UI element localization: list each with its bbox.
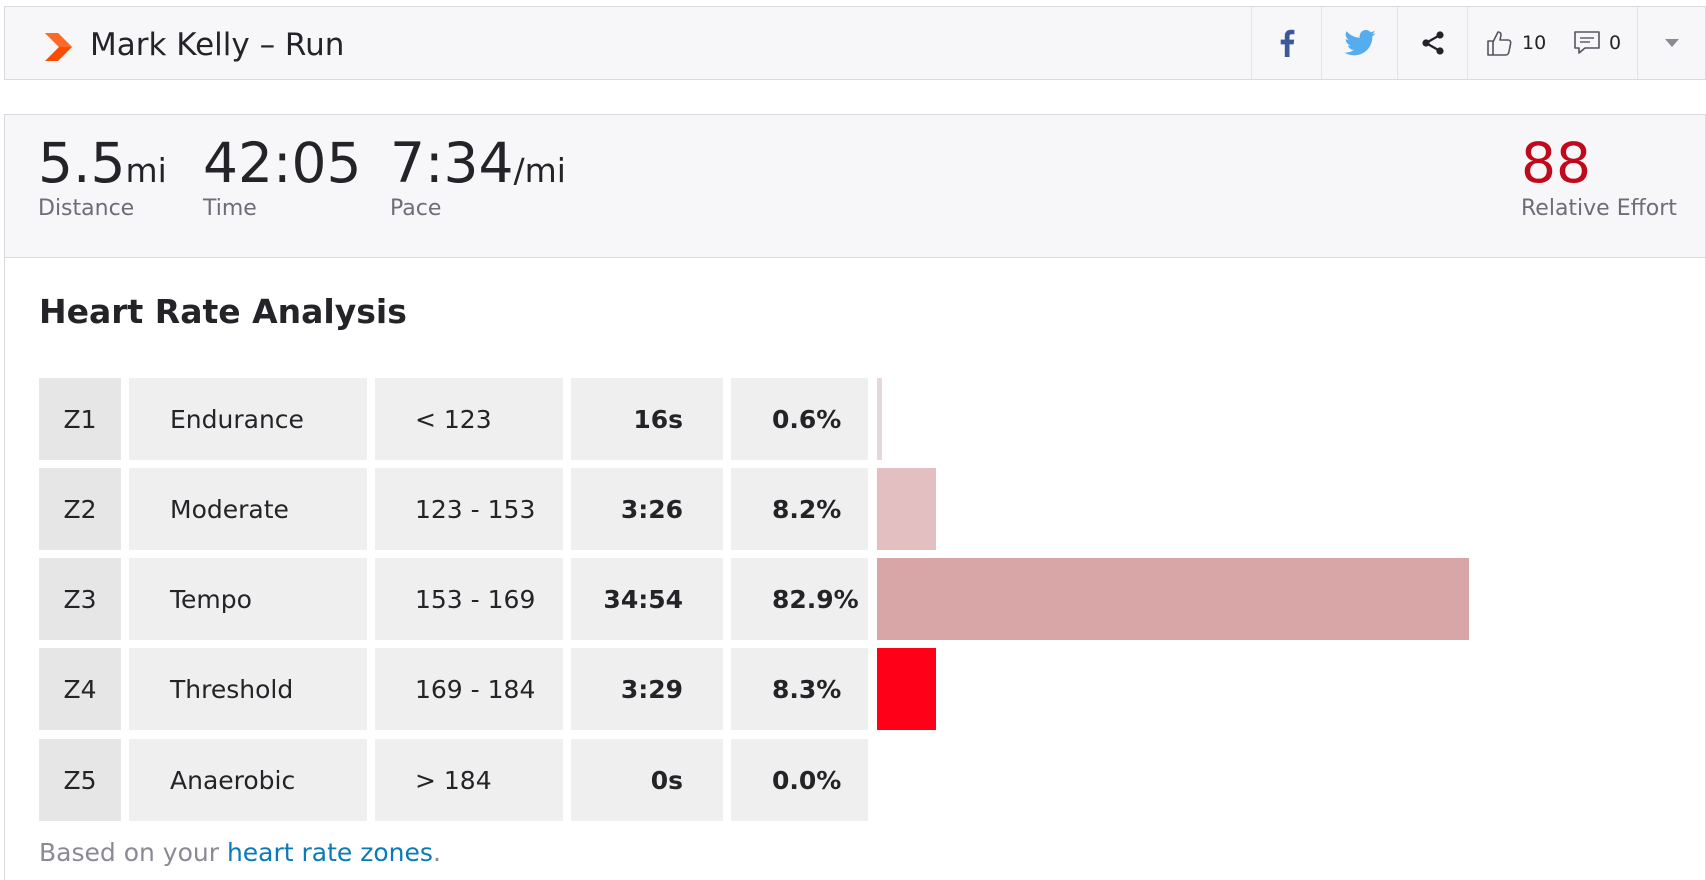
- pace-value: 7:34: [390, 131, 514, 195]
- zone-range: 123 - 153: [375, 468, 563, 550]
- thumbs-up-icon: [1487, 31, 1512, 56]
- kudos-button[interactable]: 10: [1467, 7, 1561, 79]
- zone-range: 169 - 184: [375, 648, 563, 730]
- zone-name: Endurance: [129, 378, 367, 460]
- zone-time: 34:54: [571, 558, 723, 640]
- pace-unit: /mi: [513, 151, 566, 190]
- time-value: 42:05: [203, 131, 362, 195]
- activity-stats: 5.5mi Distance 42:05 Time 7:34/mi Pace 8…: [4, 114, 1706, 258]
- distance-value: 5.5: [38, 131, 126, 195]
- comment-button[interactable]: 0: [1561, 7, 1637, 79]
- zones-footnote: Based on your heart rate zones.: [39, 838, 441, 867]
- section-title: Heart Rate Analysis: [39, 292, 407, 331]
- kudos-count: 10: [1522, 32, 1547, 54]
- zone-id: Z2: [39, 468, 121, 550]
- zone-bar: [877, 378, 882, 460]
- relative-effort-stat[interactable]: 88 Relative Effort: [1521, 133, 1677, 221]
- share-button[interactable]: [1397, 7, 1467, 79]
- pace-stat: 7:34/mi Pace: [390, 133, 566, 221]
- footnote-prefix: Based on your: [39, 838, 227, 867]
- header-actions: 10 0: [1251, 7, 1705, 79]
- distance-label: Distance: [38, 195, 135, 221]
- zone-id: Z5: [39, 739, 121, 821]
- facebook-share-button[interactable]: [1251, 7, 1321, 79]
- zone-range: < 123: [375, 378, 563, 460]
- zone-id: Z3: [39, 558, 121, 640]
- zone-percent: 8.3%: [731, 648, 868, 730]
- zone-time: 3:26: [571, 468, 723, 550]
- time-label: Time: [203, 195, 257, 221]
- zone-name: Anaerobic: [129, 739, 367, 821]
- zone-range: > 184: [375, 739, 563, 821]
- heart-rate-analysis-card: Heart Rate Analysis Z1 Endurance < 123 1…: [4, 258, 1706, 880]
- share-icon: [1421, 31, 1444, 55]
- zone-name: Threshold: [129, 648, 367, 730]
- distance-stat: 5.5mi Distance: [38, 133, 167, 221]
- zone-id: Z1: [39, 378, 121, 460]
- pace-label: Pace: [390, 195, 442, 221]
- zone-row-z4: Z4 Threshold 169 - 184 3:29 8.3%: [39, 648, 1639, 730]
- distance-unit: mi: [125, 151, 167, 190]
- zone-bar: [877, 558, 1469, 640]
- twitter-icon: [1343, 30, 1376, 56]
- comment-icon: [1574, 31, 1600, 54]
- zone-name: Moderate: [129, 468, 367, 550]
- zone-row-z2: Z2 Moderate 123 - 153 3:26 8.2%: [39, 468, 1639, 550]
- comment-count: 0: [1609, 32, 1622, 54]
- strava-chevron-logo: [45, 33, 72, 61]
- zone-percent: 82.9%: [731, 558, 868, 640]
- zone-name: Tempo: [129, 558, 367, 640]
- facebook-icon: [1280, 29, 1294, 57]
- zone-row-z3: Z3 Tempo 153 - 169 34:54 82.9%: [39, 558, 1639, 640]
- zone-percent: 0.6%: [731, 378, 868, 460]
- zone-row-z1: Z1 Endurance < 123 16s 0.6%: [39, 378, 1639, 460]
- relative-effort-value: 88: [1521, 131, 1591, 195]
- zone-percent: 8.2%: [731, 468, 868, 550]
- relative-effort-label: Relative Effort: [1521, 195, 1677, 221]
- zone-range: 153 - 169: [375, 558, 563, 640]
- caret-down-icon: [1664, 39, 1679, 47]
- zone-time: 16s: [571, 378, 723, 460]
- time-stat: 42:05 Time: [203, 133, 362, 221]
- zone-bar: [877, 648, 936, 730]
- zone-row-z5: Z5 Anaerobic > 184 0s 0.0%: [39, 739, 1639, 821]
- footnote-suffix: .: [432, 838, 441, 867]
- zone-percent: 0.0%: [731, 739, 868, 821]
- twitter-share-button[interactable]: [1321, 7, 1397, 79]
- zone-id: Z4: [39, 648, 121, 730]
- zone-time: 3:29: [571, 648, 723, 730]
- zone-bar: [877, 468, 936, 550]
- zone-time: 0s: [571, 739, 723, 821]
- activity-title: Mark Kelly – Run: [90, 27, 345, 63]
- heart-rate-zones-link[interactable]: heart rate zones: [226, 838, 433, 867]
- activity-header: Mark Kelly – Run 10: [4, 6, 1706, 80]
- more-actions-dropdown[interactable]: [1637, 7, 1705, 79]
